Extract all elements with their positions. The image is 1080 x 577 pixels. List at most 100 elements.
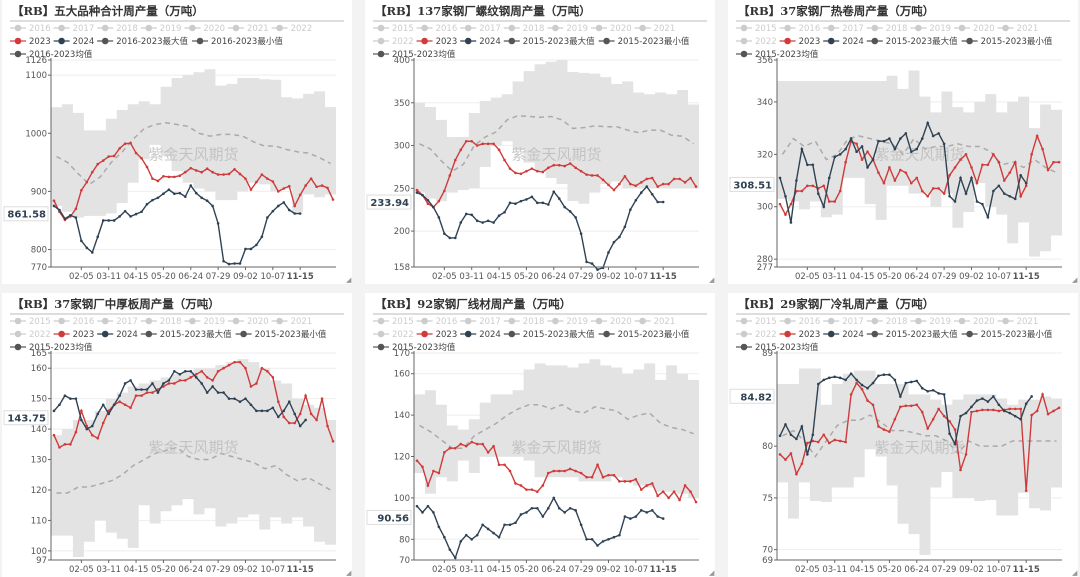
legend-item[interactable]: 2020 (591, 317, 632, 327)
legend-item[interactable]: 2023 (779, 37, 821, 47)
legend-item[interactable]: 2018 (140, 317, 182, 327)
legend-item[interactable]: 2016 (10, 24, 51, 34)
legend-item[interactable]: 2015-2023最小值 (235, 329, 327, 340)
series-2023-point (271, 180, 275, 183)
legend-item[interactable]: 2015 (373, 317, 414, 327)
legend-item[interactable]: 2018 (97, 24, 138, 34)
legend-item[interactable]: 2016-2023最小值 (192, 36, 283, 47)
legend-item[interactable]: 2020 (954, 24, 995, 34)
legend-item[interactable]: 2019 (547, 24, 588, 34)
legend-item[interactable]: 2023 (416, 330, 458, 340)
legend-item[interactable]: 2015-2023最小值 (598, 329, 690, 340)
legend-item[interactable]: 2016 (416, 317, 458, 327)
legend-item[interactable]: 2022 (10, 330, 51, 340)
legend-item[interactable]: 2015-2023均值 (736, 342, 819, 353)
legend-item[interactable]: 2021 (997, 317, 1039, 327)
legend-item[interactable]: 2016 (53, 317, 95, 327)
legend-item[interactable]: 2018 (866, 317, 908, 327)
series-2023-point (833, 438, 837, 442)
legend-item[interactable]: 2021 (228, 24, 269, 34)
legend-item[interactable]: 2015-2023最小值 (961, 36, 1053, 47)
series-2024-point (1013, 197, 1017, 201)
legend-item[interactable]: 2016 (779, 317, 821, 327)
legend-item[interactable]: 2016-2023均值 (10, 49, 93, 60)
legend-item[interactable]: 2019 (547, 317, 588, 327)
legend-item[interactable]: 2024 (460, 330, 501, 340)
legend-item[interactable]: 2017 (53, 24, 95, 34)
legend-item[interactable]: 2016 (779, 24, 821, 34)
legend-item[interactable]: 2015-2023最大值 (503, 329, 595, 340)
legend-item[interactable]: 2015 (10, 317, 51, 327)
legend-label: 2021 (654, 24, 676, 34)
legend-item[interactable]: 2017 (460, 317, 501, 327)
series-2023-point (811, 184, 815, 188)
legend-item[interactable]: 2022 (271, 24, 313, 34)
legend-item[interactable]: 2015-2023均值 (10, 342, 93, 353)
legend-item[interactable]: 2017 (460, 24, 501, 34)
legend-item[interactable]: 2021 (634, 24, 676, 34)
legend-item[interactable]: 2024 (53, 37, 95, 47)
legend-item[interactable]: 2024 (823, 330, 864, 340)
legend-item[interactable]: 2015 (736, 24, 777, 34)
legend-label: 2023 (436, 37, 458, 47)
series-2023-line (416, 441, 697, 503)
legend-item[interactable]: 2023 (416, 37, 458, 47)
legend-item[interactable]: 2019 (184, 317, 225, 327)
legend-item[interactable]: 2015-2023最小值 (961, 329, 1053, 340)
legend-item[interactable]: 2023 (10, 37, 51, 47)
legend-item[interactable]: 2021 (997, 24, 1039, 34)
y-tick-label: 120 (394, 453, 410, 463)
x-tick-label: 06-24 (178, 565, 203, 575)
x-tick-label: 10-07 (623, 272, 648, 282)
series-2023-point (596, 463, 599, 467)
legend-item[interactable]: 2020 (591, 24, 632, 34)
legend-item[interactable]: 2020 (184, 24, 225, 34)
legend-item[interactable]: 2015-2023最大值 (866, 36, 958, 47)
legend-item[interactable]: 2018 (866, 24, 908, 34)
legend-item[interactable]: 2017 (823, 24, 864, 34)
series-2024-point (156, 391, 160, 394)
series-2023-point (90, 170, 94, 174)
legend-item[interactable]: 2015-2023均值 (373, 342, 456, 353)
legend-item[interactable]: 2021 (634, 317, 676, 327)
legend-marker-icon (1002, 24, 1009, 32)
legend-item[interactable]: 2017 (823, 317, 864, 327)
legend-item[interactable]: 2024 (97, 330, 138, 340)
legend-item[interactable]: 2019 (140, 24, 182, 34)
legend-item[interactable]: 2015-2023最大值 (866, 329, 958, 340)
legend-item[interactable]: 2023 (53, 330, 95, 340)
legend-item[interactable]: 2015 (736, 317, 777, 327)
legend-item[interactable]: 2022 (373, 330, 414, 340)
legend-item[interactable]: 2016 (416, 24, 458, 34)
legend-item[interactable]: 2021 (271, 317, 313, 327)
legend-item[interactable]: 2015-2023最小值 (598, 36, 690, 47)
legend-item[interactable]: 2024 (823, 37, 864, 47)
series-2023-point (838, 439, 842, 443)
series-2024-point (415, 504, 419, 508)
legend-item[interactable]: 2022 (373, 37, 414, 47)
legend-item[interactable]: 2016-2023最大值 (97, 36, 189, 47)
legend-item[interactable]: 2022 (736, 37, 777, 47)
legend-item[interactable]: 2019 (910, 317, 951, 327)
series-2024-point (623, 225, 627, 229)
legend-item[interactable]: 2017 (97, 317, 138, 327)
legend-item[interactable]: 2019 (910, 24, 951, 34)
legend-item[interactable]: 2018 (503, 24, 545, 34)
legend-item[interactable]: 2020 (228, 317, 269, 327)
legend-item[interactable]: 2015-2023均值 (736, 49, 819, 60)
legend-item[interactable]: 2015 (373, 24, 414, 34)
series-2023-point (244, 366, 247, 370)
series-2024-point (486, 527, 490, 531)
legend-item[interactable]: 2015-2023最大值 (503, 36, 595, 47)
legend-item[interactable]: 2015-2023最大值 (140, 329, 232, 340)
legend-item[interactable]: 2024 (460, 37, 501, 47)
legend-item[interactable]: 2022 (736, 330, 777, 340)
series-2023-point (639, 181, 643, 184)
watermark: 紫金天风期货 (874, 145, 964, 163)
legend-item[interactable]: 2018 (503, 317, 545, 327)
legend-item[interactable]: 2015-2023均值 (373, 49, 456, 60)
series-2024-point (227, 397, 231, 400)
legend-item[interactable]: 2023 (779, 330, 821, 340)
legend-item[interactable]: 2020 (954, 317, 995, 327)
series-2024-point (953, 200, 957, 203)
